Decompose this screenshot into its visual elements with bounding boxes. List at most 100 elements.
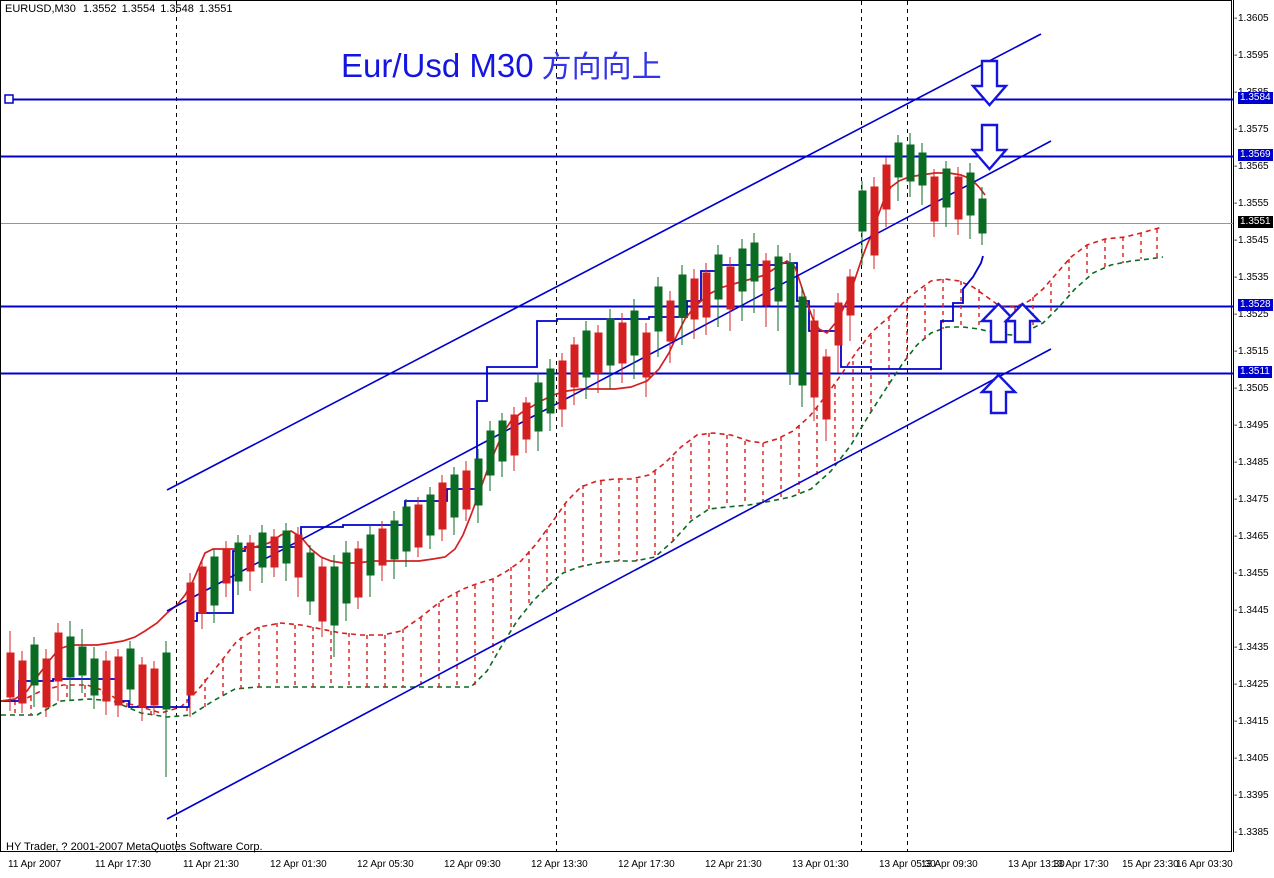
up-arrow-2 — [1003, 302, 1042, 344]
price-tick: ‐1.3485 — [1234, 458, 1269, 468]
price-tick: ‐1.3435 — [1234, 643, 1269, 653]
price-tick: ‐1.3515 — [1234, 345, 1269, 357]
price-tick: ‐1.3555 — [1234, 197, 1269, 209]
chart-title-latin: Eur/Usd M30 — [341, 47, 534, 84]
senkou-span-b — [1, 256, 1164, 718]
price-tick: ‐1.3605 — [1234, 12, 1269, 24]
price-tick-label: 1.3405 — [1238, 753, 1269, 765]
price-tick-mark: ‐ — [1234, 308, 1238, 320]
price-tick-mark: ‐ — [1234, 345, 1238, 357]
price-tick: ‐1.3495 — [1234, 421, 1269, 431]
price-tick-label: 1.3575 — [1238, 123, 1269, 135]
price-tick-mark: ‐ — [1234, 605, 1238, 617]
price-tick-label: 1.3445 — [1238, 605, 1269, 617]
price-tick-mark: ‐ — [1234, 49, 1238, 61]
price-scale[interactable]: ‐1.3605‐1.3595‐1.3585‐1.3575‐1.3565‐1.35… — [1233, 0, 1274, 852]
chart-title-cjk: 方向向上 — [541, 50, 662, 85]
symbol-timeframe-label: EURUSD,M30 — [5, 3, 76, 15]
price-tick-label: 1.3525 — [1238, 308, 1269, 320]
time-tick-label: 13 Apr 17:30 — [1052, 859, 1109, 870]
price-tick-mark: ‐ — [1234, 86, 1238, 98]
time-tick-label: 16 Apr 03:30 — [1176, 859, 1233, 870]
time-tick-label: 12 Apr 17:30 — [618, 859, 675, 870]
copyright-label: HY Trader, ? 2001-2007 MetaQuotes Softwa… — [6, 841, 263, 853]
price-tick-mark: ‐ — [1234, 420, 1238, 431]
hline-1.3511[interactable]: 1.3511 — [1238, 366, 1272, 378]
price-tick-mark: ‐ — [1234, 531, 1238, 543]
trendline-upper — [166, 33, 1042, 491]
price-tick: ‐1.3475 — [1234, 495, 1269, 505]
price-tick: ‐1.3455 — [1234, 569, 1269, 579]
price-tick-mark: ‐ — [1234, 753, 1238, 765]
trend-channel — [166, 33, 1052, 820]
current-price-1.3551[interactable]: 1.3551 — [1238, 216, 1273, 228]
price-tick: ‐1.3405 — [1234, 754, 1269, 764]
price-tick: ‐1.3395 — [1234, 791, 1269, 801]
price-tick: ‐1.3505 — [1234, 383, 1269, 394]
price-tick-mark: ‐ — [1234, 271, 1238, 283]
price-tick-mark: ‐ — [1234, 197, 1238, 209]
price-tick: ‐1.3595 — [1234, 49, 1269, 61]
ichimoku-cloud — [1, 226, 1164, 718]
hline-1.3569[interactable]: 1.3569 — [1238, 149, 1273, 161]
time-scale[interactable]: 11 Apr 2007 11 Apr 17:30 11 Apr 21:30 12 Ap… — [0, 853, 1233, 878]
time-tick-label: 12 Apr 05:30 — [357, 859, 414, 870]
price-tick: ‐1.3465 — [1234, 532, 1269, 542]
hline-selection-handle — [4, 94, 14, 104]
price-tick: ‐1.3385 — [1234, 828, 1269, 838]
price-tick-label: 1.3485 — [1238, 457, 1269, 469]
price-tick-mark: ‐ — [1234, 123, 1238, 135]
senkou-span-a — [1, 226, 1164, 714]
price-tick-mark: ‐ — [1234, 642, 1238, 654]
price-tick-label: 1.3475 — [1238, 494, 1269, 506]
price-tick-mark: ‐ — [1234, 12, 1238, 24]
chart-plot-area[interactable]: EURUSD,M30 1.3552 1.3554 1.3548 1.3551 Eur/U… — [0, 0, 1233, 853]
time-tick-label: 15 Apr 23:30 — [1122, 859, 1179, 870]
price-tick: ‐1.3545 — [1234, 234, 1269, 246]
time-tick-label: 13 Apr 13:30 — [1008, 859, 1065, 870]
price-tick-label: 1.3385 — [1238, 827, 1269, 839]
time-tick-label: 12 Apr 21:30 — [705, 859, 762, 870]
time-tick-label: 12 Apr 13:30 — [531, 859, 588, 870]
price-tick: ‐1.3565 — [1234, 160, 1269, 172]
time-tick-label: 12 Apr 01:30 — [270, 859, 327, 870]
price-tick: ‐1.3415 — [1234, 717, 1269, 727]
price-tick-mark: ‐ — [1234, 234, 1238, 246]
price-tick: ‐1.3445 — [1234, 606, 1269, 616]
time-tick-label: 11 Apr 2007 — [8, 859, 62, 870]
trendline-middle — [166, 140, 1052, 612]
price-tick-label: 1.3455 — [1238, 568, 1269, 580]
price-tick-label: 1.3515 — [1238, 345, 1269, 357]
price-tick-mark: ‐ — [1234, 494, 1238, 506]
price-tick: ‐1.3575 — [1234, 123, 1269, 135]
price-tick-mark: ‐ — [1234, 568, 1238, 580]
price-tick-label: 1.3435 — [1238, 642, 1269, 654]
hline-1.3584[interactable]: 1.3584 — [1238, 92, 1273, 104]
price-tick-label: 1.3495 — [1238, 420, 1269, 431]
time-tick-label: 12 Apr 09:30 — [444, 859, 501, 870]
horizontal-price-lines — [1, 98, 1233, 375]
quote-high: 1.3554 — [121, 3, 156, 15]
time-tick-label: 13 Apr 05:30 — [879, 859, 936, 870]
price-tick-label: 1.3415 — [1238, 716, 1269, 728]
quote-open: 1.3552 — [82, 3, 117, 15]
price-tick-mark: ‐ — [1234, 160, 1238, 172]
price-chart-canvas[interactable] — [1, 1, 1233, 853]
candlestick-series — [6, 133, 987, 777]
price-tick: ‐1.3525 — [1234, 308, 1269, 320]
down-arrow-1 — [970, 59, 1009, 107]
price-tick-mark: ‐ — [1234, 716, 1238, 728]
price-tick: ‐1.3535 — [1234, 271, 1269, 283]
quote-header: EURUSD,M30 1.3552 1.3554 1.3548 1.3551 — [5, 3, 238, 15]
price-tick-label: 1.3545 — [1238, 234, 1269, 246]
price-tick-label: 1.3395 — [1238, 790, 1269, 802]
arrow-annotations — [970, 59, 1042, 415]
trendline-lower — [166, 348, 1052, 820]
price-tick-label: 1.3465 — [1238, 531, 1269, 543]
chart-title-annotation: Eur/Usd M30 方向向上 — [341, 47, 662, 87]
price-tick-label: 1.3605 — [1238, 12, 1269, 24]
hline-1.3528[interactable]: 1.3528 — [1238, 299, 1273, 311]
down-arrow-2 — [970, 123, 1009, 171]
quote-close: 1.3551 — [198, 3, 233, 15]
